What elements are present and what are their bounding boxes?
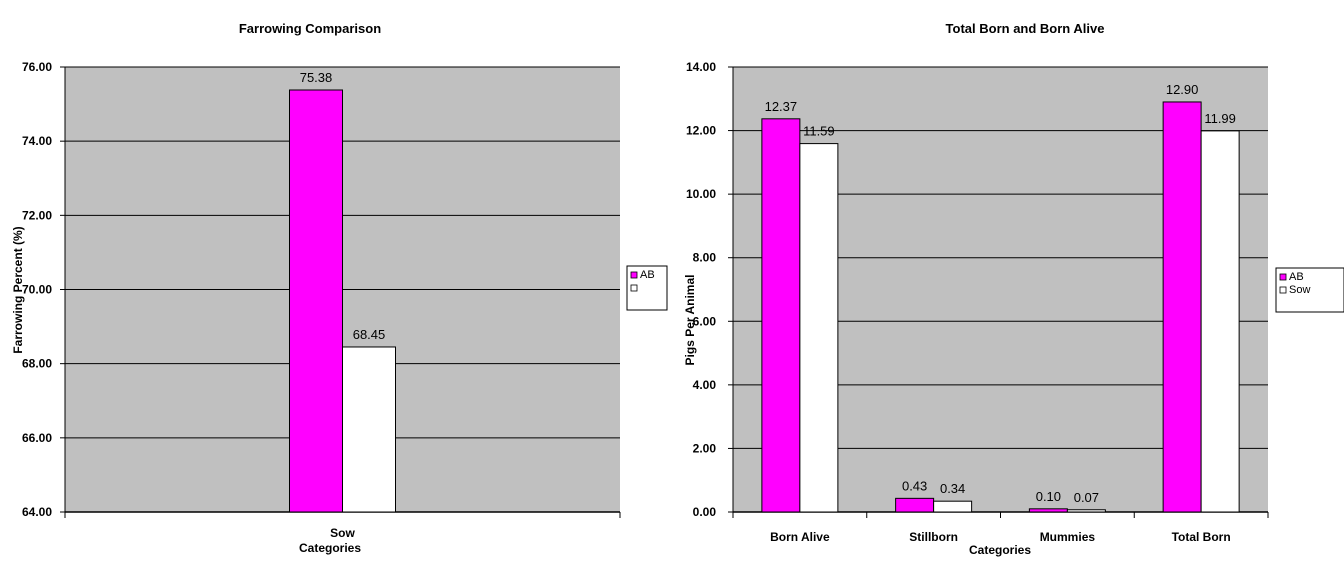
y-tick-label: 72.00 bbox=[22, 208, 52, 222]
y-tick-label: 70.00 bbox=[22, 283, 52, 297]
y-axis-title: Pigs Per Animal bbox=[683, 275, 697, 366]
legend: AB bbox=[626, 265, 668, 311]
legend-swatch bbox=[1279, 273, 1287, 281]
data-label: 11.59 bbox=[803, 124, 835, 139]
legend-box bbox=[1275, 267, 1344, 313]
bar-ab-born-alive bbox=[761, 118, 801, 513]
data-label: 12.37 bbox=[765, 99, 798, 114]
x-axis-title: Categories bbox=[299, 541, 361, 555]
legend-label: AB bbox=[640, 269, 655, 281]
y-tick-label: 74.00 bbox=[22, 134, 52, 148]
data-label: 0.34 bbox=[940, 481, 965, 496]
y-tick-label: 10.00 bbox=[686, 187, 716, 201]
bar-series-2-sow bbox=[342, 346, 396, 513]
bar-ab-total-born bbox=[1162, 101, 1202, 513]
chart-title: Farrowing Comparison bbox=[239, 21, 381, 36]
data-label: 0.10 bbox=[1036, 489, 1061, 504]
chart-2: Total Born and Born Alive 0.00 2.00 4.00 6.0… bbox=[683, 21, 1344, 557]
data-label: 0.07 bbox=[1074, 490, 1099, 505]
category-label: Total Born bbox=[1172, 530, 1231, 544]
bar-sow-born-alive bbox=[799, 143, 839, 513]
x-axis-title: Categories bbox=[969, 543, 1031, 557]
legend-swatch bbox=[630, 284, 638, 292]
y-tick-label: 6.00 bbox=[693, 314, 717, 328]
legend-swatch bbox=[630, 271, 638, 279]
bar-ab-mummies bbox=[1028, 508, 1068, 513]
y-tick-label: 2.00 bbox=[693, 441, 717, 455]
data-label: 68.45 bbox=[353, 327, 386, 342]
bar-ab-sow bbox=[289, 89, 343, 513]
bar-sow-total-born bbox=[1200, 130, 1240, 513]
chart-title: Total Born and Born Alive bbox=[946, 21, 1105, 36]
y-tick-label: 64.00 bbox=[22, 505, 52, 519]
chart-1: Farrowing Comparison 64.00 66.00 68.00 70.00… bbox=[11, 21, 668, 555]
y-tick-label: 14.00 bbox=[686, 60, 716, 74]
data-label: 0.43 bbox=[902, 478, 927, 493]
category-label: Mummies bbox=[1040, 530, 1096, 544]
legend-swatch bbox=[1279, 286, 1287, 294]
category-label: Born Alive bbox=[770, 530, 830, 544]
data-label: 75.38 bbox=[300, 70, 333, 85]
category-label: Stillborn bbox=[909, 530, 958, 544]
y-axis-title: Farrowing Percent (%) bbox=[11, 226, 25, 353]
data-label: 11.99 bbox=[1204, 111, 1236, 126]
legend-label: Sow bbox=[1289, 284, 1310, 296]
category-label: Sow bbox=[330, 526, 355, 540]
y-tick-label: 12.00 bbox=[686, 124, 716, 138]
bar-sow-mummies bbox=[1066, 509, 1106, 513]
legend-label: AB bbox=[1289, 271, 1304, 283]
bar-ab-stillborn bbox=[895, 497, 935, 513]
data-label: 12.90 bbox=[1166, 82, 1199, 97]
y-tick-label: 66.00 bbox=[22, 431, 52, 445]
bar-sow-stillborn bbox=[933, 500, 973, 513]
y-tick-label: 4.00 bbox=[693, 378, 717, 392]
y-tick-label: 68.00 bbox=[22, 357, 52, 371]
y-tick-label: 76.00 bbox=[22, 60, 52, 74]
y-tick-label: 0.00 bbox=[693, 505, 717, 519]
y-tick-label: 8.00 bbox=[693, 251, 717, 265]
